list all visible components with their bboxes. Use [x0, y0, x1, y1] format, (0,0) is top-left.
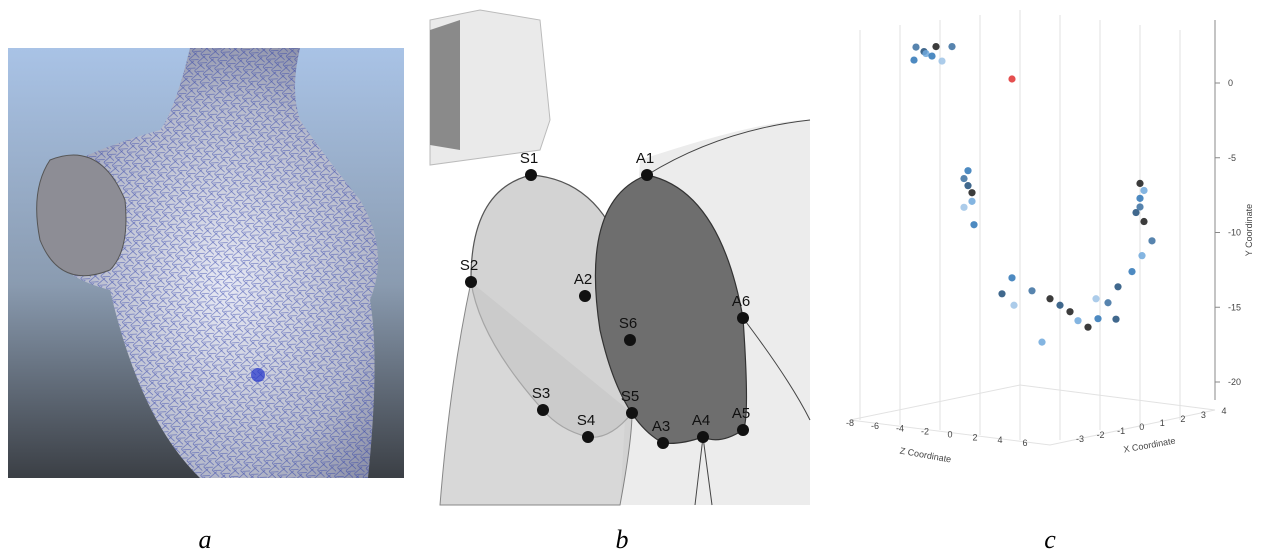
y-tick-label: -20: [1228, 377, 1241, 387]
x-tick-label: 4: [1221, 406, 1226, 416]
scatter-point: [1148, 237, 1155, 244]
scatter-point: [960, 204, 967, 211]
x-tick-label: -3: [1076, 434, 1084, 444]
scatter-point: [1092, 295, 1099, 302]
x-tick-label: 3: [1201, 410, 1206, 420]
scatter-point: [1094, 315, 1101, 322]
landmark-dot: [626, 407, 638, 419]
scatter-point: [1056, 302, 1063, 309]
landmark-dot: [465, 276, 477, 288]
scatter-point: [938, 57, 945, 64]
landmark-label: S5: [621, 388, 639, 405]
x-tick-label: 0: [1139, 422, 1144, 432]
landmark-label: S2: [460, 257, 478, 274]
scatter-point: [912, 44, 919, 51]
x-tick-label: -2: [1097, 430, 1105, 440]
panel-c: [850, 10, 1215, 445]
y-tick-label: -15: [1228, 302, 1241, 312]
landmark-label: A6: [732, 293, 750, 310]
z-tick-label: 4: [997, 435, 1002, 445]
landmark-dot: [579, 290, 591, 302]
scatter-point: [1138, 252, 1145, 259]
x-tick-label: -1: [1117, 426, 1125, 436]
panel-label: c: [1044, 525, 1056, 554]
z-tick-label: -2: [921, 427, 929, 437]
jacket-sleeve: [430, 20, 460, 150]
landmark-label: S6: [619, 315, 637, 332]
scatter-point: [1084, 324, 1091, 331]
z-axis-label: Z Coordinate: [899, 446, 952, 465]
scatter-point: [998, 290, 1005, 297]
landmark-dot: [737, 312, 749, 324]
landmark-label: A5: [732, 405, 750, 422]
x-tick-label: 1: [1160, 418, 1165, 428]
landmark-label: A2: [574, 271, 592, 288]
z-tick-label: -8: [846, 418, 854, 428]
landmark-dot: [641, 169, 653, 181]
z-tick-label: -4: [896, 424, 904, 434]
landmark-label: S4: [577, 412, 595, 429]
scatter-point: [968, 198, 975, 205]
mesh-node: [251, 368, 265, 382]
panel-label: b: [616, 525, 629, 554]
landmark-dot: [657, 437, 669, 449]
scatter-point: [964, 167, 971, 174]
scatter-point: [1104, 299, 1111, 306]
scatter-point: [928, 52, 935, 59]
scatter-point: [1008, 274, 1015, 281]
scatter-point: [1140, 187, 1147, 194]
landmark-label: A4: [692, 412, 710, 429]
panel-b: [420, 0, 815, 505]
scatter-point: [1128, 268, 1135, 275]
scatter-point: [1140, 218, 1147, 225]
landmark-dot: [737, 424, 749, 436]
z-tick-label: -6: [871, 421, 879, 431]
figure: a b c S1S2S3S4S5S6A1A2A3A4A5A60-5-10-15-…: [0, 0, 1274, 558]
landmark-dot: [525, 169, 537, 181]
y-axis-label: Y Coordinate: [1244, 204, 1254, 256]
scatter-point: [1028, 287, 1035, 294]
scatter-point: [910, 56, 917, 63]
landmark-dot: [582, 431, 594, 443]
scatter-point: [1046, 295, 1053, 302]
landmark-label: S3: [532, 385, 550, 402]
panel-a: [8, 48, 404, 478]
y-tick-label: -10: [1228, 228, 1241, 238]
scatter-point: [948, 43, 955, 50]
z-tick-label: 0: [947, 429, 952, 439]
landmark-dot: [537, 404, 549, 416]
scatter-point: [1038, 339, 1045, 346]
panel-label: a: [199, 525, 212, 554]
z-tick-label: 6: [1022, 438, 1027, 448]
scatter-point: [1112, 316, 1119, 323]
scatter-point: [1136, 203, 1143, 210]
scatter-point: [1010, 302, 1017, 309]
scatter-point: [1114, 283, 1121, 290]
landmark-label: A1: [636, 150, 654, 167]
y-tick-label: -5: [1228, 153, 1236, 163]
scatter-point: [1136, 195, 1143, 202]
landmark-dot: [697, 431, 709, 443]
scatter-point: [960, 175, 967, 182]
scatter-point: [964, 182, 971, 189]
grid-3d: [850, 10, 1215, 445]
scatter-point: [932, 43, 939, 50]
landmark-label: A3: [652, 418, 670, 435]
x-tick-label: 2: [1180, 414, 1185, 424]
scatter-point: [1066, 308, 1073, 315]
y-tick-label: 0: [1228, 78, 1233, 88]
x-axis-label: X Coordinate: [1123, 436, 1176, 455]
scatter-point: [968, 189, 975, 196]
scatter-point: [1136, 180, 1143, 187]
scatter-point: [970, 221, 977, 228]
landmark-dot: [624, 334, 636, 346]
scatter-point: [1008, 75, 1015, 82]
scatter-point: [1074, 317, 1081, 324]
z-tick-label: 2: [972, 432, 977, 442]
landmark-label: S1: [520, 150, 538, 167]
